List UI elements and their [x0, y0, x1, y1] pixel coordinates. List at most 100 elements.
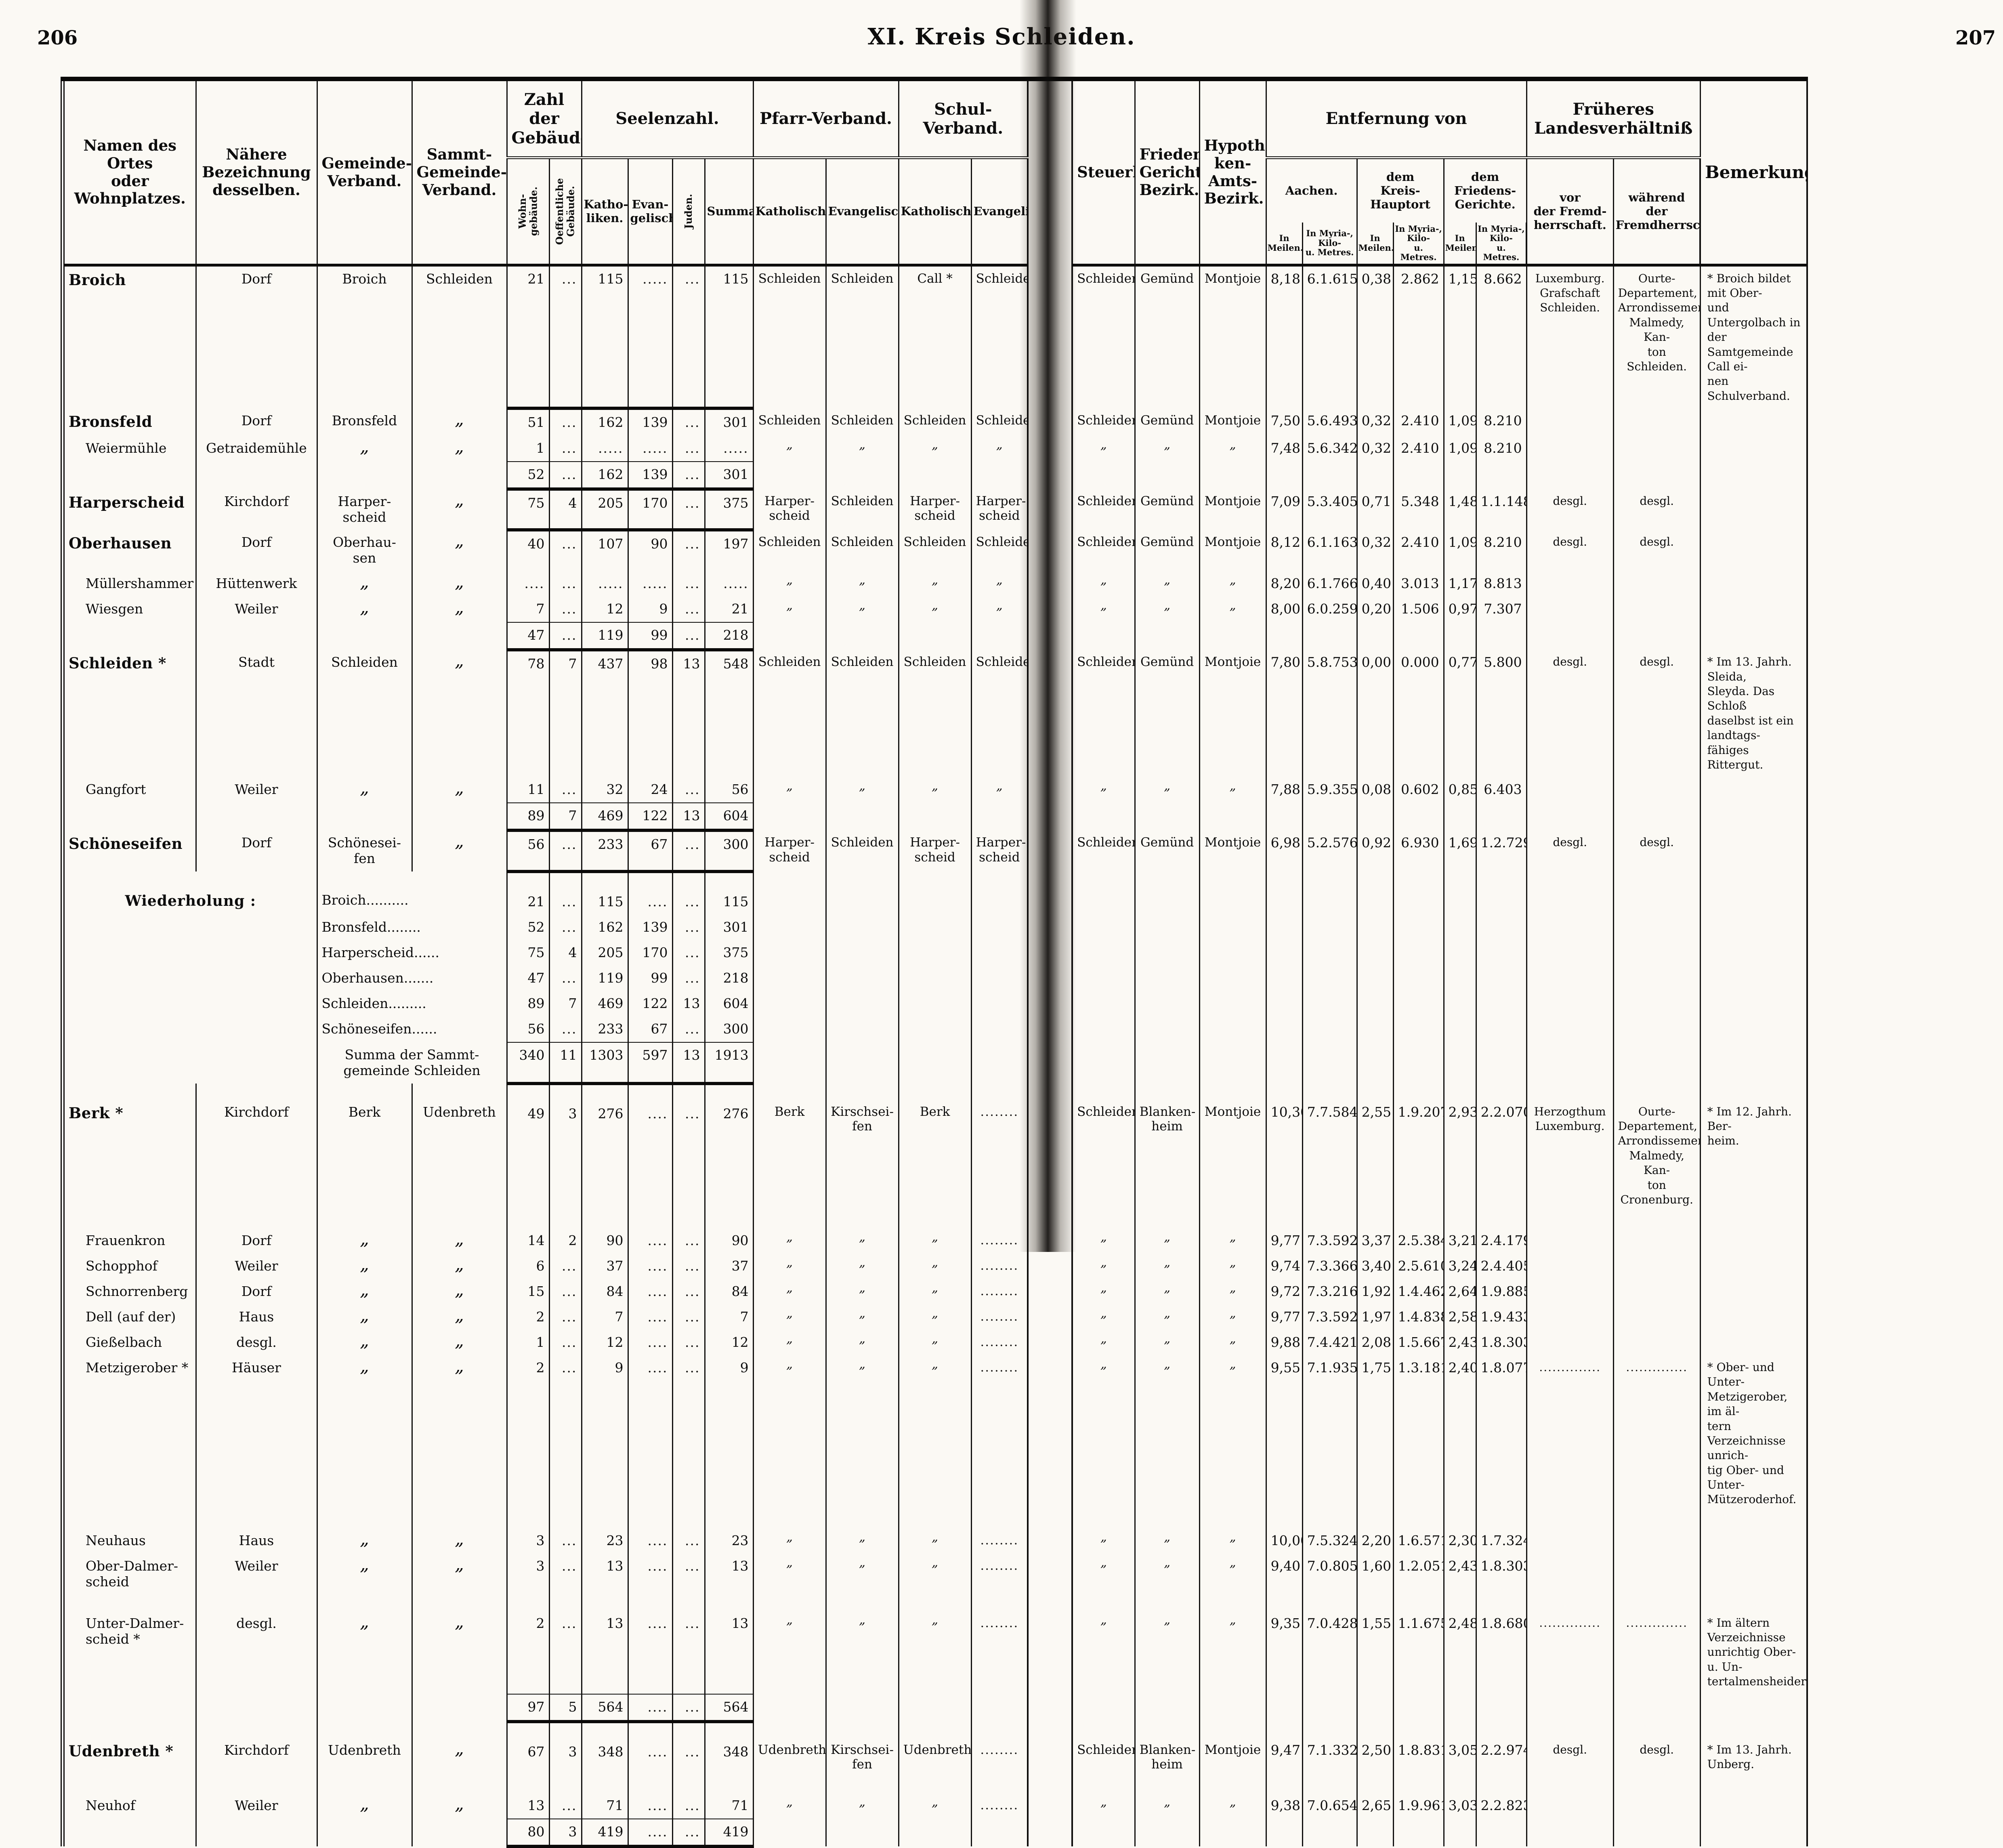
- friedensgerichte-meilen: 1,09: [1443, 530, 1476, 571]
- juden: ...: [672, 622, 705, 652]
- summa: 84: [704, 1279, 754, 1305]
- col-header-schul-evangelischer: Evangelischer.: [970, 156, 1028, 267]
- pfarr-evangelischer: „: [825, 1512, 899, 1554]
- hypotheken-amts-bezirk: „: [1199, 1553, 1266, 1595]
- name: [61, 940, 317, 966]
- bemerkungen: [1699, 1279, 1808, 1305]
- row-ober-dalmerscheid: Ober-Dalmer- scheid Weiler „ „ 3... 13.......…: [61, 1553, 1808, 1595]
- aachen-myria: [1302, 940, 1357, 966]
- kreishauptort-myria: 3.013: [1392, 571, 1444, 597]
- schul-katholischer: „: [898, 1553, 972, 1595]
- gemeinde-verband: „: [316, 571, 412, 597]
- oeffentliche-gebaeude: 4: [548, 940, 582, 966]
- table-body: Broich Dorf Broich Schleiden 21... 115.......…: [61, 265, 1808, 1848]
- friedensgerichte-myria: [1475, 1042, 1527, 1084]
- vor-fremdherrschaft: [1526, 1512, 1614, 1554]
- katholiken: 71: [581, 1777, 628, 1819]
- vor-fremdherrschaft: [1526, 1330, 1614, 1355]
- sammtgemeinde-verband: „: [411, 408, 507, 436]
- hypotheken-amts-bezirk: „: [1199, 1594, 1266, 1694]
- sammtgemeinde-verband: [411, 1819, 507, 1846]
- kreishauptort-meilen: [1356, 803, 1394, 831]
- gemeinde-verband: „: [316, 1330, 412, 1355]
- page-gutter: [1027, 1212, 1073, 1254]
- bemerkungen: [1699, 489, 1808, 530]
- vor-fremdherrschaft: [1526, 940, 1614, 966]
- name: Schöneseifen: [61, 830, 196, 872]
- evangelische: 139: [627, 408, 673, 436]
- schul-evangelischer: [970, 1042, 1028, 1084]
- schul-evangelischer: Harper- scheid: [970, 830, 1028, 872]
- sammtgemeinde-verband: „: [411, 1594, 507, 1694]
- evangelische: 98: [627, 650, 673, 777]
- col-header-steuerkasse: Steuerkasse.: [1071, 79, 1135, 267]
- aachen-myria: [1302, 803, 1357, 831]
- friedens-gerichts-bezirk: „: [1134, 1279, 1200, 1305]
- friedensgerichte-meilen: 0,85: [1443, 777, 1476, 803]
- oeffentliche-gebaeude: ...: [548, 1016, 582, 1042]
- juden: ...: [672, 1016, 705, 1042]
- col-group-pfarr-verband: Pfarr-Verband.: [752, 79, 899, 158]
- hypotheken-amts-bezirk: „: [1199, 1254, 1266, 1279]
- page-gutter: [1027, 489, 1073, 530]
- katholiken: 119: [581, 965, 628, 991]
- hypotheken-amts-bezirk: [1199, 1819, 1266, 1846]
- friedensgerichte-meilen: [1443, 803, 1476, 831]
- summa: 218: [704, 622, 754, 652]
- pfarr-evangelischer: „: [825, 1330, 899, 1355]
- wohngebaeude: 51: [506, 408, 549, 436]
- name: Harperscheid: [61, 489, 196, 530]
- bemerkungen: [1699, 435, 1808, 462]
- evangelische: 24: [627, 777, 673, 803]
- oeffentliche-gebaeude: ...: [548, 530, 582, 571]
- waehrend-fremdherrschaft: [1612, 872, 1701, 915]
- waehrend-fremdherrschaft: [1612, 1694, 1701, 1722]
- schul-katholischer: „: [898, 777, 972, 803]
- vor-fremdherrschaft: [1526, 1212, 1614, 1254]
- evangelische: ....: [627, 1212, 673, 1254]
- designation: Weiler: [195, 1777, 317, 1819]
- bemerkungen: [1699, 1553, 1808, 1595]
- steuerkasse: [1071, 622, 1135, 650]
- schul-katholischer: „: [898, 1304, 972, 1330]
- row-frauenkron: Frauenkron Dorf „ „ 14 2 90....... 90 „ „ „.......…: [61, 1212, 1808, 1254]
- evangelische: 99: [627, 965, 673, 991]
- aachen-meilen: 10,30: [1265, 1083, 1303, 1212]
- summa: 548: [704, 650, 754, 777]
- aachen-meilen: 9,74: [1265, 1254, 1303, 1279]
- aachen-meilen: [1265, 1042, 1303, 1084]
- hypotheken-amts-bezirk: [1199, 461, 1266, 489]
- col-group-entfernung: Entfernung von: [1265, 79, 1527, 158]
- page-gutter: [1027, 872, 1073, 915]
- katholiken: 9: [581, 1355, 628, 1512]
- oeffentliche-gebaeude: ...: [548, 1304, 582, 1330]
- aachen-meilen: [1265, 803, 1303, 831]
- hypotheken-amts-bezirk: [1199, 1694, 1266, 1722]
- vor-fremdherrschaft: [1526, 777, 1614, 803]
- bemerkungen: * Im 13. Jahrh. Unberg.: [1699, 1721, 1808, 1777]
- wohngebaeude: 3: [506, 1512, 549, 1554]
- kreishauptort-myria: [1392, 991, 1444, 1016]
- row-muellershammer: Müllershammer Hüttenwerk „ „...............…: [61, 571, 1808, 597]
- katholiken: 12: [581, 596, 628, 623]
- kreishauptort-meilen: 0,32: [1356, 530, 1394, 571]
- aachen-myria: 5.6.493: [1302, 408, 1357, 436]
- row-summe-schleiden: 89 7 469 122 13 604: [61, 802, 1808, 832]
- pfarr-katholischer: Schleiden: [752, 530, 826, 571]
- aachen-meilen: [1265, 622, 1303, 650]
- waehrend-fremdherrschaft: [1612, 1254, 1701, 1279]
- katholiken: 162: [581, 461, 628, 491]
- katholiken: .....: [581, 435, 628, 462]
- evangelische: ....: [627, 1594, 673, 1694]
- friedensgerichte-myria: 1.8.680: [1475, 1594, 1527, 1694]
- aachen-meilen: [1265, 940, 1303, 966]
- page-gutter: [1027, 408, 1073, 436]
- page-gutter: [1027, 622, 1073, 650]
- friedensgerichte-myria: 2.2.070: [1475, 1083, 1527, 1212]
- friedensgerichte-myria: 1.9.885: [1475, 1279, 1527, 1305]
- oeffentliche-gebaeude: ...: [548, 1553, 582, 1595]
- juden: ...: [672, 1693, 705, 1723]
- schul-evangelischer: ........: [970, 1304, 1028, 1330]
- vor-fremdherrschaft: [1526, 872, 1614, 915]
- hypotheken-amts-bezirk: „: [1199, 1777, 1266, 1819]
